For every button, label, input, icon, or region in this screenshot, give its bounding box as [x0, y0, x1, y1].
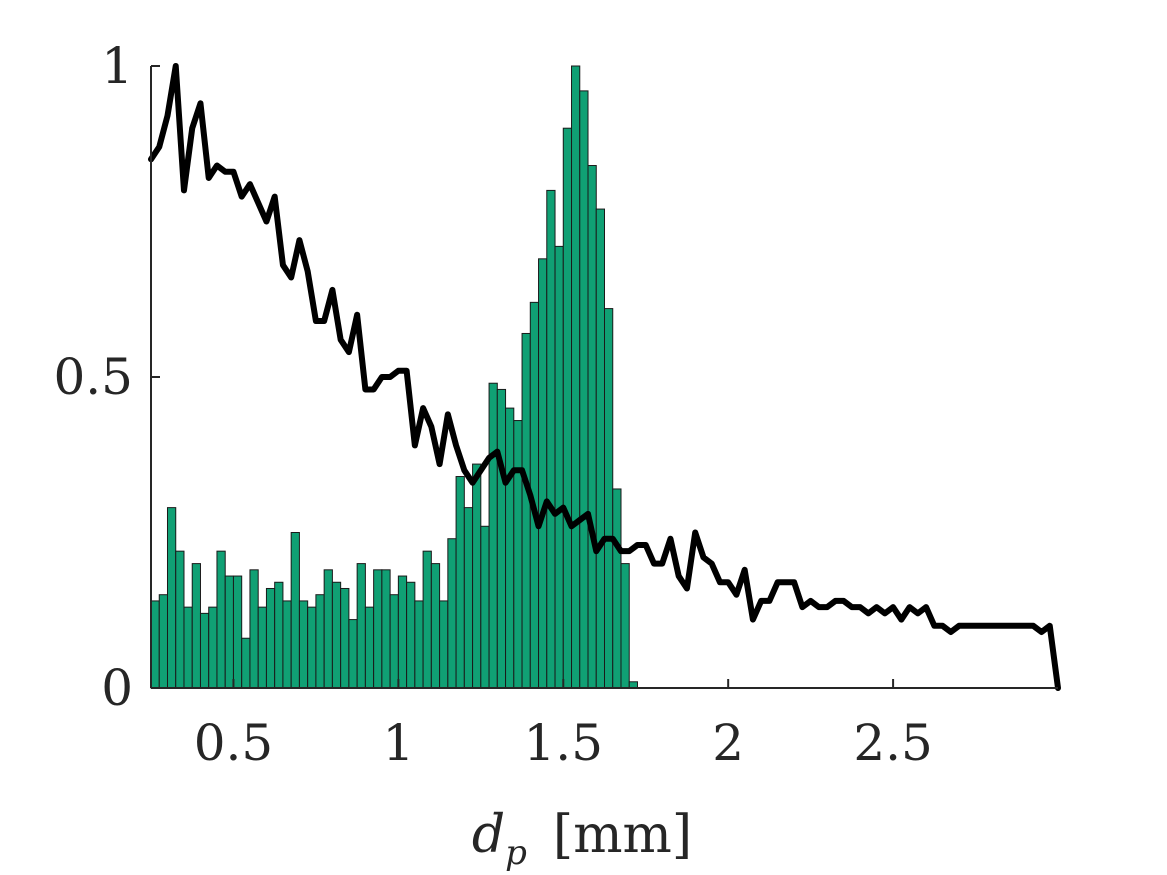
histogram-bar [505, 407, 515, 689]
x-axis-label-main: d [472, 805, 505, 865]
x-tick-label: 0.5 [194, 714, 274, 772]
histogram-bar [447, 538, 457, 689]
histogram-bar [455, 476, 465, 689]
histogram-bar [241, 637, 251, 689]
histogram-bar [496, 388, 507, 689]
histogram-bar [158, 594, 168, 689]
histogram-bar [224, 575, 234, 689]
histogram-bar [554, 245, 564, 689]
histogram-bar [150, 600, 160, 689]
histogram-bar [579, 90, 589, 689]
histogram-bar [191, 563, 201, 689]
x-axis-label-unit: [mm] [553, 805, 692, 865]
histogram-bar [488, 382, 498, 689]
histogram-bar [463, 507, 474, 689]
histogram-bar [381, 569, 391, 689]
histogram-bar [307, 606, 317, 689]
histogram-bar [546, 189, 556, 689]
histogram-bar [562, 127, 573, 689]
histogram-bar [620, 563, 630, 689]
x-tick-label: 1 [382, 714, 414, 772]
histogram-bar [406, 581, 416, 689]
x-tick-label: 2.5 [853, 714, 933, 772]
histogram-bar [595, 208, 605, 689]
histogram-bar [604, 308, 614, 689]
histogram-bar [216, 550, 226, 689]
histogram-bar [587, 165, 597, 689]
histogram-bar [249, 569, 259, 689]
histogram-bar [199, 612, 210, 689]
histogram-bar [175, 550, 185, 689]
histogram-bar [538, 258, 548, 689]
histogram-bar [430, 563, 441, 689]
histogram-bar [397, 575, 408, 689]
histogram-bar [290, 532, 300, 689]
line-series [148, 63, 1061, 691]
histogram-bar [315, 594, 325, 689]
x-tick-label: 2 [712, 714, 744, 772]
histogram-bar [265, 587, 276, 689]
histogram-bar [208, 606, 218, 689]
histogram-bar [323, 569, 333, 689]
histogram-bar [472, 463, 482, 689]
x-axis-label-subscript: p [505, 833, 527, 873]
histogram-bar [521, 332, 531, 689]
histogram-bars [150, 65, 638, 689]
y-ticks: 00.51 [53, 37, 160, 717]
y-tick-label: 0 [101, 659, 133, 717]
histogram-bar [348, 619, 358, 689]
histogram-bar [356, 563, 366, 689]
histogram-bar [183, 606, 193, 689]
histogram-bar [274, 581, 284, 689]
histogram-bar [364, 606, 375, 689]
histogram-bar [232, 575, 243, 689]
histogram-bar [373, 569, 383, 689]
histogram-bar [414, 600, 424, 689]
y-tick-label: 0.5 [53, 348, 133, 406]
x-tick-label: 1.5 [524, 714, 604, 772]
y-tick-label: 1 [101, 37, 133, 95]
histogram-bar [340, 587, 350, 689]
histogram-bar [480, 525, 490, 689]
histogram-bar [422, 550, 432, 689]
histogram-bar [282, 600, 292, 689]
histogram-bar [571, 65, 581, 689]
x-axis-label: dp [mm] [472, 805, 692, 873]
histogram-bar [257, 606, 267, 689]
histogram-bar [513, 420, 523, 689]
histogram-bar [331, 581, 342, 689]
histogram-bar [166, 507, 177, 689]
histogram-bar [389, 594, 399, 689]
histogram-bar [298, 600, 309, 689]
histogram-bar [439, 600, 449, 689]
x-ticks: 0.5 1 1.5 2 2.5 [194, 679, 933, 772]
histogram-bar [612, 488, 622, 689]
